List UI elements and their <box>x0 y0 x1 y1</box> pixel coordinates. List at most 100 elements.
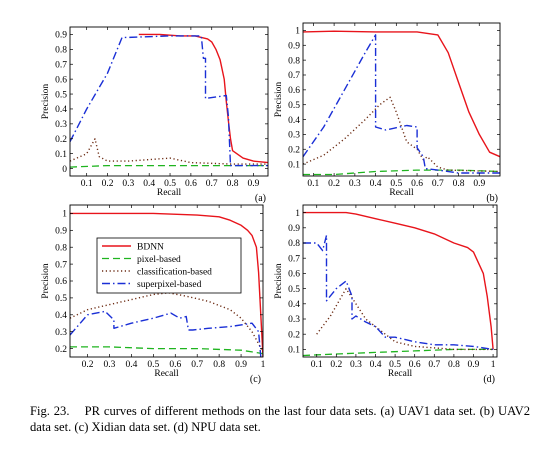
series-line-bdnn <box>138 33 268 164</box>
y-tick-label: 0.2 <box>55 345 67 355</box>
x-axis-label: Recall <box>388 369 413 379</box>
y-tick-label: 0.2 <box>288 330 300 340</box>
y-tick-label: 0.3 <box>55 328 67 338</box>
x-tick-label: 1 <box>491 360 496 370</box>
legend-label: superpixel-based <box>137 280 202 290</box>
panel-label: (b) <box>486 193 498 204</box>
x-tick-label: 0.3 <box>122 179 134 189</box>
pr-curves-figure: 0.1 0.2 0.3 0.4 0.5 0.6 0.7 0.8 0.9 0 0.1 0.2 0.3 0.4… <box>41 22 501 385</box>
y-tick-label: 0.9 <box>288 224 300 234</box>
y-tick-label: 0.8 <box>55 243 67 253</box>
caption-text: PR curves of different methods on the la… <box>30 404 531 434</box>
y-tick-label: 0.9 <box>55 227 67 237</box>
x-axis-label: Recall <box>157 188 182 198</box>
series-line-superpixel-based <box>303 234 494 351</box>
x-tick-label: 0.6 <box>411 179 423 189</box>
y-tick-label: 0.1 <box>288 160 300 170</box>
legend-label: classification-based <box>137 266 212 277</box>
y-tick-label: 0.6 <box>288 86 300 96</box>
y-tick-label: 0.9 <box>55 31 67 41</box>
x-axis-label: Recall <box>154 369 179 379</box>
x-tick-label: 0.9 <box>468 360 480 370</box>
y-tick-label: 0.7 <box>288 71 300 81</box>
y-tick-label: 0.9 <box>288 41 300 51</box>
y-axis-label: Precision <box>274 82 284 118</box>
y-tick-label: 0.5 <box>288 101 300 111</box>
y-tick-label: 0.4 <box>288 116 300 126</box>
x-tick-label: 0.7 <box>191 360 203 370</box>
x-tick-label: 0.8 <box>453 179 465 189</box>
y-tick-label: 0.2 <box>288 145 300 155</box>
x-tick-label: 0.3 <box>350 360 362 370</box>
y-tick-label: 0.6 <box>55 75 67 85</box>
y-tick-label: 0.4 <box>55 311 67 321</box>
y-tick-label: 0.6 <box>55 277 67 287</box>
y-axis-label: Precision <box>41 84 51 120</box>
y-tick-label: 1 <box>295 27 300 37</box>
series-line-pixel-based <box>303 348 494 357</box>
plot-frame <box>302 204 498 358</box>
y-tick-label: 0.1 <box>55 150 67 160</box>
plot-frame <box>69 26 269 177</box>
y-tick-label: 1 <box>295 209 300 219</box>
series-line-bdnn <box>303 211 494 350</box>
panel-c: 0.2 0.3 0.4 0.5 0.6 0.7 0.8 0.9 1 0.2 0.3 0.4 0.5 0.6… <box>41 204 266 385</box>
x-tick-label: 0.8 <box>227 179 239 189</box>
x-tick-label: 0.9 <box>247 179 259 189</box>
x-tick-label: 0.5 <box>389 360 401 370</box>
y-tick-label: 0.8 <box>288 56 300 66</box>
y-tick-label: 0.5 <box>288 285 300 295</box>
y-tick-label: 1 <box>62 210 67 220</box>
panel-d: 0.1 0.2 0.3 0.4 0.5 0.6 0.7 0.8 0.9 1 0.1 0.2 0.3 0.4… <box>274 204 498 385</box>
legend-label: pixel-based <box>137 255 181 265</box>
x-tick-label: 0.4 <box>370 179 382 189</box>
x-tick-label: 0.5 <box>147 360 159 370</box>
series-line-classification-based <box>70 138 268 165</box>
x-tick-label: 0.6 <box>169 360 181 370</box>
x-tick-label: 0.6 <box>409 360 421 370</box>
x-tick-label: 0.4 <box>143 179 155 189</box>
y-tick-label: 0.8 <box>55 46 67 56</box>
x-tick-label: 0.2 <box>102 179 114 189</box>
x-tick-label: 0.1 <box>81 179 93 189</box>
y-tick-label: 0.3 <box>288 131 300 141</box>
y-tick-label: 0.6 <box>288 270 300 280</box>
series-line-bdnn <box>303 30 500 158</box>
y-tick-label: 0 <box>62 165 67 175</box>
x-tick-label: 0.2 <box>82 360 94 370</box>
x-tick-label: 0.8 <box>213 360 225 370</box>
x-tick-label: 0.9 <box>473 179 485 189</box>
panel-label: (c) <box>250 374 261 385</box>
series-line-classification-based <box>70 292 263 353</box>
y-tick-label: 0.7 <box>55 260 67 270</box>
y-tick-label: 0.5 <box>55 90 67 100</box>
series-line-superpixel-based <box>70 35 268 167</box>
y-axis-label: Precision <box>274 263 284 299</box>
y-tick-label: 0.1 <box>288 346 300 356</box>
plot-frame <box>302 22 501 177</box>
y-tick-label: 0.5 <box>55 294 67 304</box>
x-axis-label: Recall <box>389 188 414 198</box>
y-tick-label: 0.4 <box>288 300 300 310</box>
x-tick-label: 0.7 <box>428 360 440 370</box>
x-tick-label: 0.5 <box>164 179 176 189</box>
x-tick-label: 0.2 <box>328 179 340 189</box>
figure-caption: Fig. 23. PR curves of different methods … <box>30 403 530 435</box>
x-tick-label: 0.2 <box>330 360 342 370</box>
panel-label: (d) <box>483 374 495 385</box>
series-line-pixel-based <box>303 169 500 176</box>
y-tick-label: 0.3 <box>288 315 300 325</box>
caption-prefix: Fig. 23. <box>30 404 70 418</box>
x-tick-label: 0.6 <box>185 179 197 189</box>
y-tick-label: 0.3 <box>55 120 67 130</box>
x-tick-label: 0.1 <box>311 360 323 370</box>
x-tick-label: 0.7 <box>432 179 444 189</box>
x-tick-label: 0.9 <box>235 360 247 370</box>
legend-label: BDNN <box>137 242 164 252</box>
x-tick-label: 0.7 <box>206 179 218 189</box>
x-tick-label: 0.4 <box>370 360 382 370</box>
x-tick-label: 0.3 <box>349 179 361 189</box>
y-tick-label: 0.7 <box>55 60 67 70</box>
series-line-bdnn <box>70 212 263 357</box>
y-tick-label: 0.2 <box>55 135 67 145</box>
